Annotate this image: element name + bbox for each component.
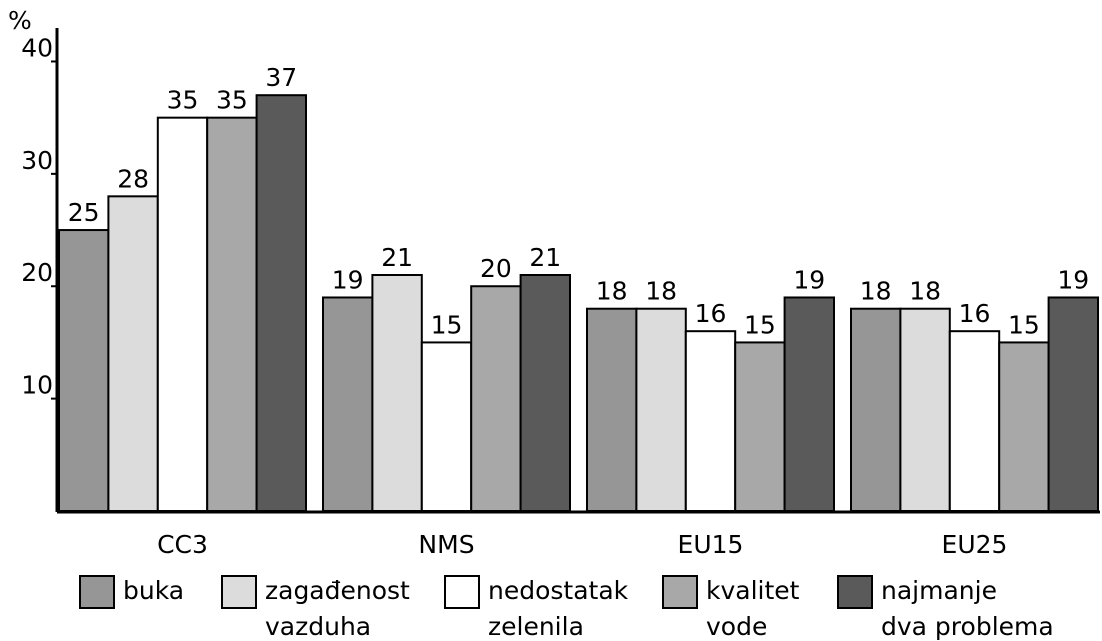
bar — [322, 296, 374, 512]
bar — [470, 285, 522, 512]
y-axis-label: % — [8, 6, 32, 35]
bar — [635, 307, 687, 513]
bar — [734, 341, 786, 512]
data-label: 35 — [167, 86, 199, 115]
bar — [850, 307, 902, 513]
legend-label: najmanje dva problema — [881, 576, 1054, 641]
bar — [156, 116, 209, 513]
data-label: 35 — [216, 86, 248, 115]
bar — [783, 296, 835, 512]
data-label: 15 — [1008, 310, 1040, 339]
x-tick-label: CC3 — [157, 530, 208, 559]
legend-label: nedostatak zelenila — [488, 576, 629, 641]
data-label: 19 — [793, 265, 825, 294]
data-label: 21 — [381, 243, 413, 272]
x-tick-label: EU15 — [678, 530, 744, 559]
bar — [206, 116, 258, 513]
legend-swatch — [444, 575, 480, 609]
legend-swatch — [221, 575, 257, 609]
y-tick-label: 40 — [21, 33, 53, 62]
y-tick-label: 10 — [21, 371, 53, 400]
data-label: 18 — [596, 277, 628, 306]
bar — [58, 229, 110, 513]
bar — [948, 330, 1001, 513]
bar — [899, 307, 951, 513]
x-tick-label: NMS — [418, 530, 474, 559]
bar — [420, 341, 473, 512]
x-tick-label: EU25 — [942, 530, 1008, 559]
data-label: 18 — [860, 277, 892, 306]
data-label: 16 — [959, 299, 991, 328]
y-tick-label: 30 — [21, 146, 53, 175]
data-label: 18 — [645, 277, 677, 306]
data-label: 37 — [265, 63, 297, 92]
bar — [998, 341, 1050, 512]
data-label: 15 — [744, 310, 776, 339]
data-label: 25 — [68, 198, 100, 227]
bar — [107, 195, 159, 512]
data-label: 15 — [431, 310, 463, 339]
bar — [684, 330, 737, 513]
legend-label: kvalitet vode — [706, 576, 800, 641]
data-label: 18 — [909, 277, 941, 306]
legend-label: buka — [123, 576, 185, 605]
legend-label: zagađenost vazduha — [265, 576, 410, 641]
bar — [1047, 296, 1099, 512]
data-label: 20 — [480, 254, 512, 283]
data-label: 19 — [1057, 265, 1089, 294]
bar — [586, 307, 638, 513]
legend-swatch — [79, 575, 115, 609]
y-tick-label: 20 — [21, 258, 53, 287]
bar — [371, 274, 423, 512]
legend-swatch — [662, 575, 698, 609]
legend-swatch — [837, 575, 873, 609]
data-label: 28 — [117, 164, 149, 193]
bar — [519, 274, 571, 512]
data-label: 21 — [529, 243, 561, 272]
bar — [255, 94, 308, 512]
data-label: 16 — [695, 299, 727, 328]
data-label: 19 — [332, 265, 364, 294]
